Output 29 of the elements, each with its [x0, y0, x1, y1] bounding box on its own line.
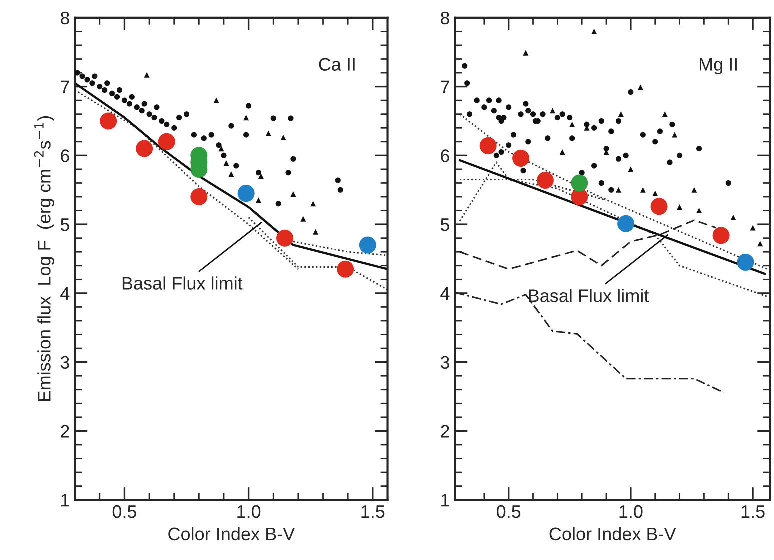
y-tick-label: 3: [440, 356, 450, 370]
y-tick-label: 8: [60, 12, 70, 25]
x-tick-label: 1.0: [238, 505, 261, 518]
x-tick-label: 1.5: [742, 506, 765, 518]
y-axis-title: Emission flux Log F (erg cm$^{−2}$s$^{−1}$): [34, 116, 54, 402]
x-tick-label: 1.5: [362, 506, 385, 518]
y-tick-label: 5: [440, 218, 450, 232]
y-tick-label: 7: [61, 80, 70, 94]
y-tick-label: 3: [60, 356, 70, 370]
x-tick-label: 0.5: [112, 505, 137, 518]
y-tick-label: 4: [440, 288, 450, 300]
x-tick-label: 1.0: [620, 505, 643, 518]
y-tick-label: 5: [60, 218, 70, 232]
x-axis-title: Color Index B-V: [550, 527, 676, 541]
annotation: Basal Flux limit: [122, 276, 243, 290]
y-tick-label: 2: [441, 425, 450, 438]
x-tick-label: 0.5: [496, 505, 521, 518]
annotation: Mg II: [700, 58, 737, 75]
y-tick-label: 4: [60, 288, 70, 300]
y-tick-label: 7: [441, 80, 450, 94]
annotation: Basal Flux limit: [529, 289, 650, 302]
y-tick-label: 1: [62, 494, 70, 507]
x-axis-title: Color Index B-V: [168, 527, 296, 541]
y-tick-label: 6: [61, 150, 70, 162]
annotation: Ca II: [319, 58, 355, 71]
y-tick-label: 8: [440, 12, 450, 25]
y-tick-label: 6: [441, 150, 450, 162]
y-tick-label: 2: [61, 425, 70, 438]
y-tick-label: 1: [442, 494, 450, 507]
